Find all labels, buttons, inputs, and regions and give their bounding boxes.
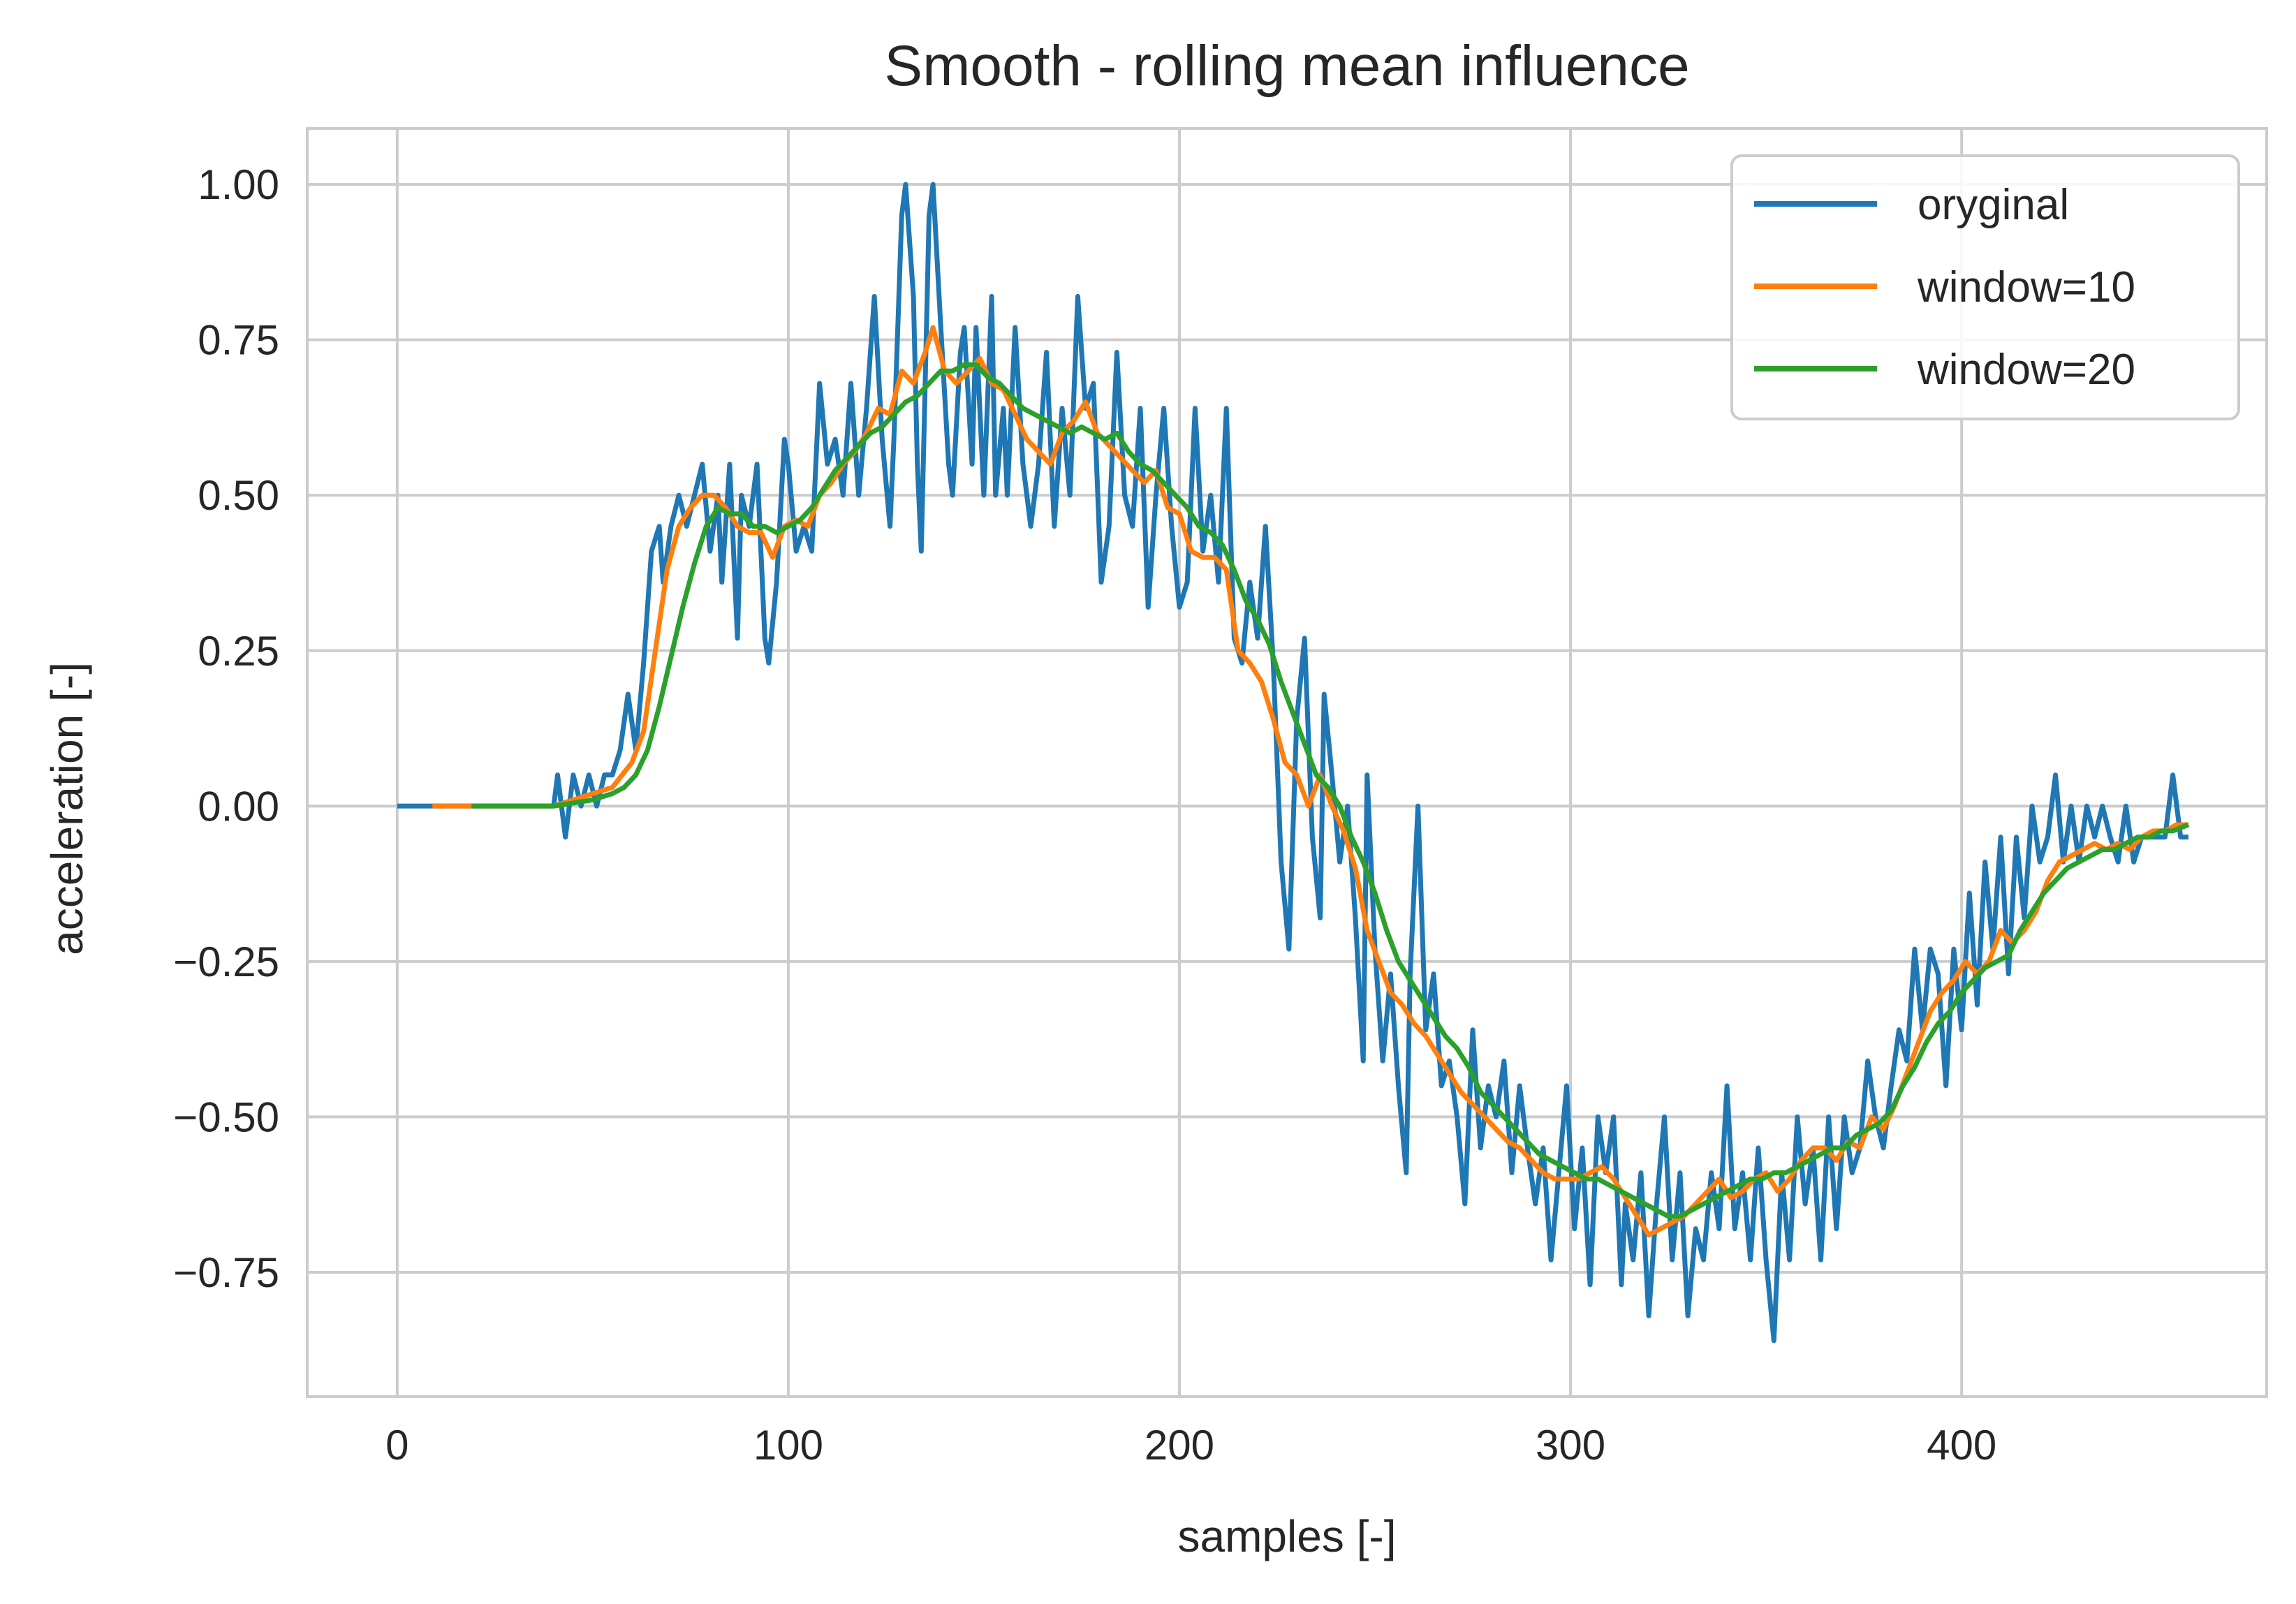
series-line-oryginal xyxy=(397,182,2188,1344)
y-tick-label: −0.50 xyxy=(173,1094,279,1140)
legend-box xyxy=(1730,154,2240,420)
y-tick-label: 0.50 xyxy=(198,472,279,519)
x-tick-label: 0 xyxy=(385,1422,409,1469)
legend: oryginal window=10 window=20 xyxy=(1730,154,2240,420)
y-tick-label: 0.75 xyxy=(198,317,279,364)
y-tick-label: 0.00 xyxy=(198,783,279,830)
y-tick-label: 0.25 xyxy=(198,628,279,675)
grid xyxy=(307,128,2267,1397)
y-tick-label: −0.25 xyxy=(173,939,279,985)
y-axis-label: acceleration [-] xyxy=(42,662,92,955)
plot-frame xyxy=(306,127,2268,1398)
x-tick-label: 100 xyxy=(753,1422,823,1469)
chart-title: Smooth - rolling mean influence xyxy=(884,34,1689,98)
y-tick-label: −0.75 xyxy=(173,1249,279,1296)
legend-label: window=20 xyxy=(1917,346,2135,394)
tick-labels: 0 100 200 300 400 −0.75 −0.50 −0.25 0.00 0.25 0.50… xyxy=(173,161,1996,1469)
series-line-window-20 xyxy=(471,362,2190,1219)
x-axis-label: samples [-] xyxy=(1178,1511,1397,1561)
x-tick-label: 300 xyxy=(1536,1422,1605,1469)
y-tick-label: 1.00 xyxy=(198,161,279,208)
x-tick-label: 400 xyxy=(1927,1422,1996,1469)
legend-label: window=10 xyxy=(1917,263,2135,311)
legend-label: oryginal xyxy=(1918,181,2069,229)
x-tick-label: 200 xyxy=(1145,1422,1214,1469)
series-layer xyxy=(397,182,2190,1344)
